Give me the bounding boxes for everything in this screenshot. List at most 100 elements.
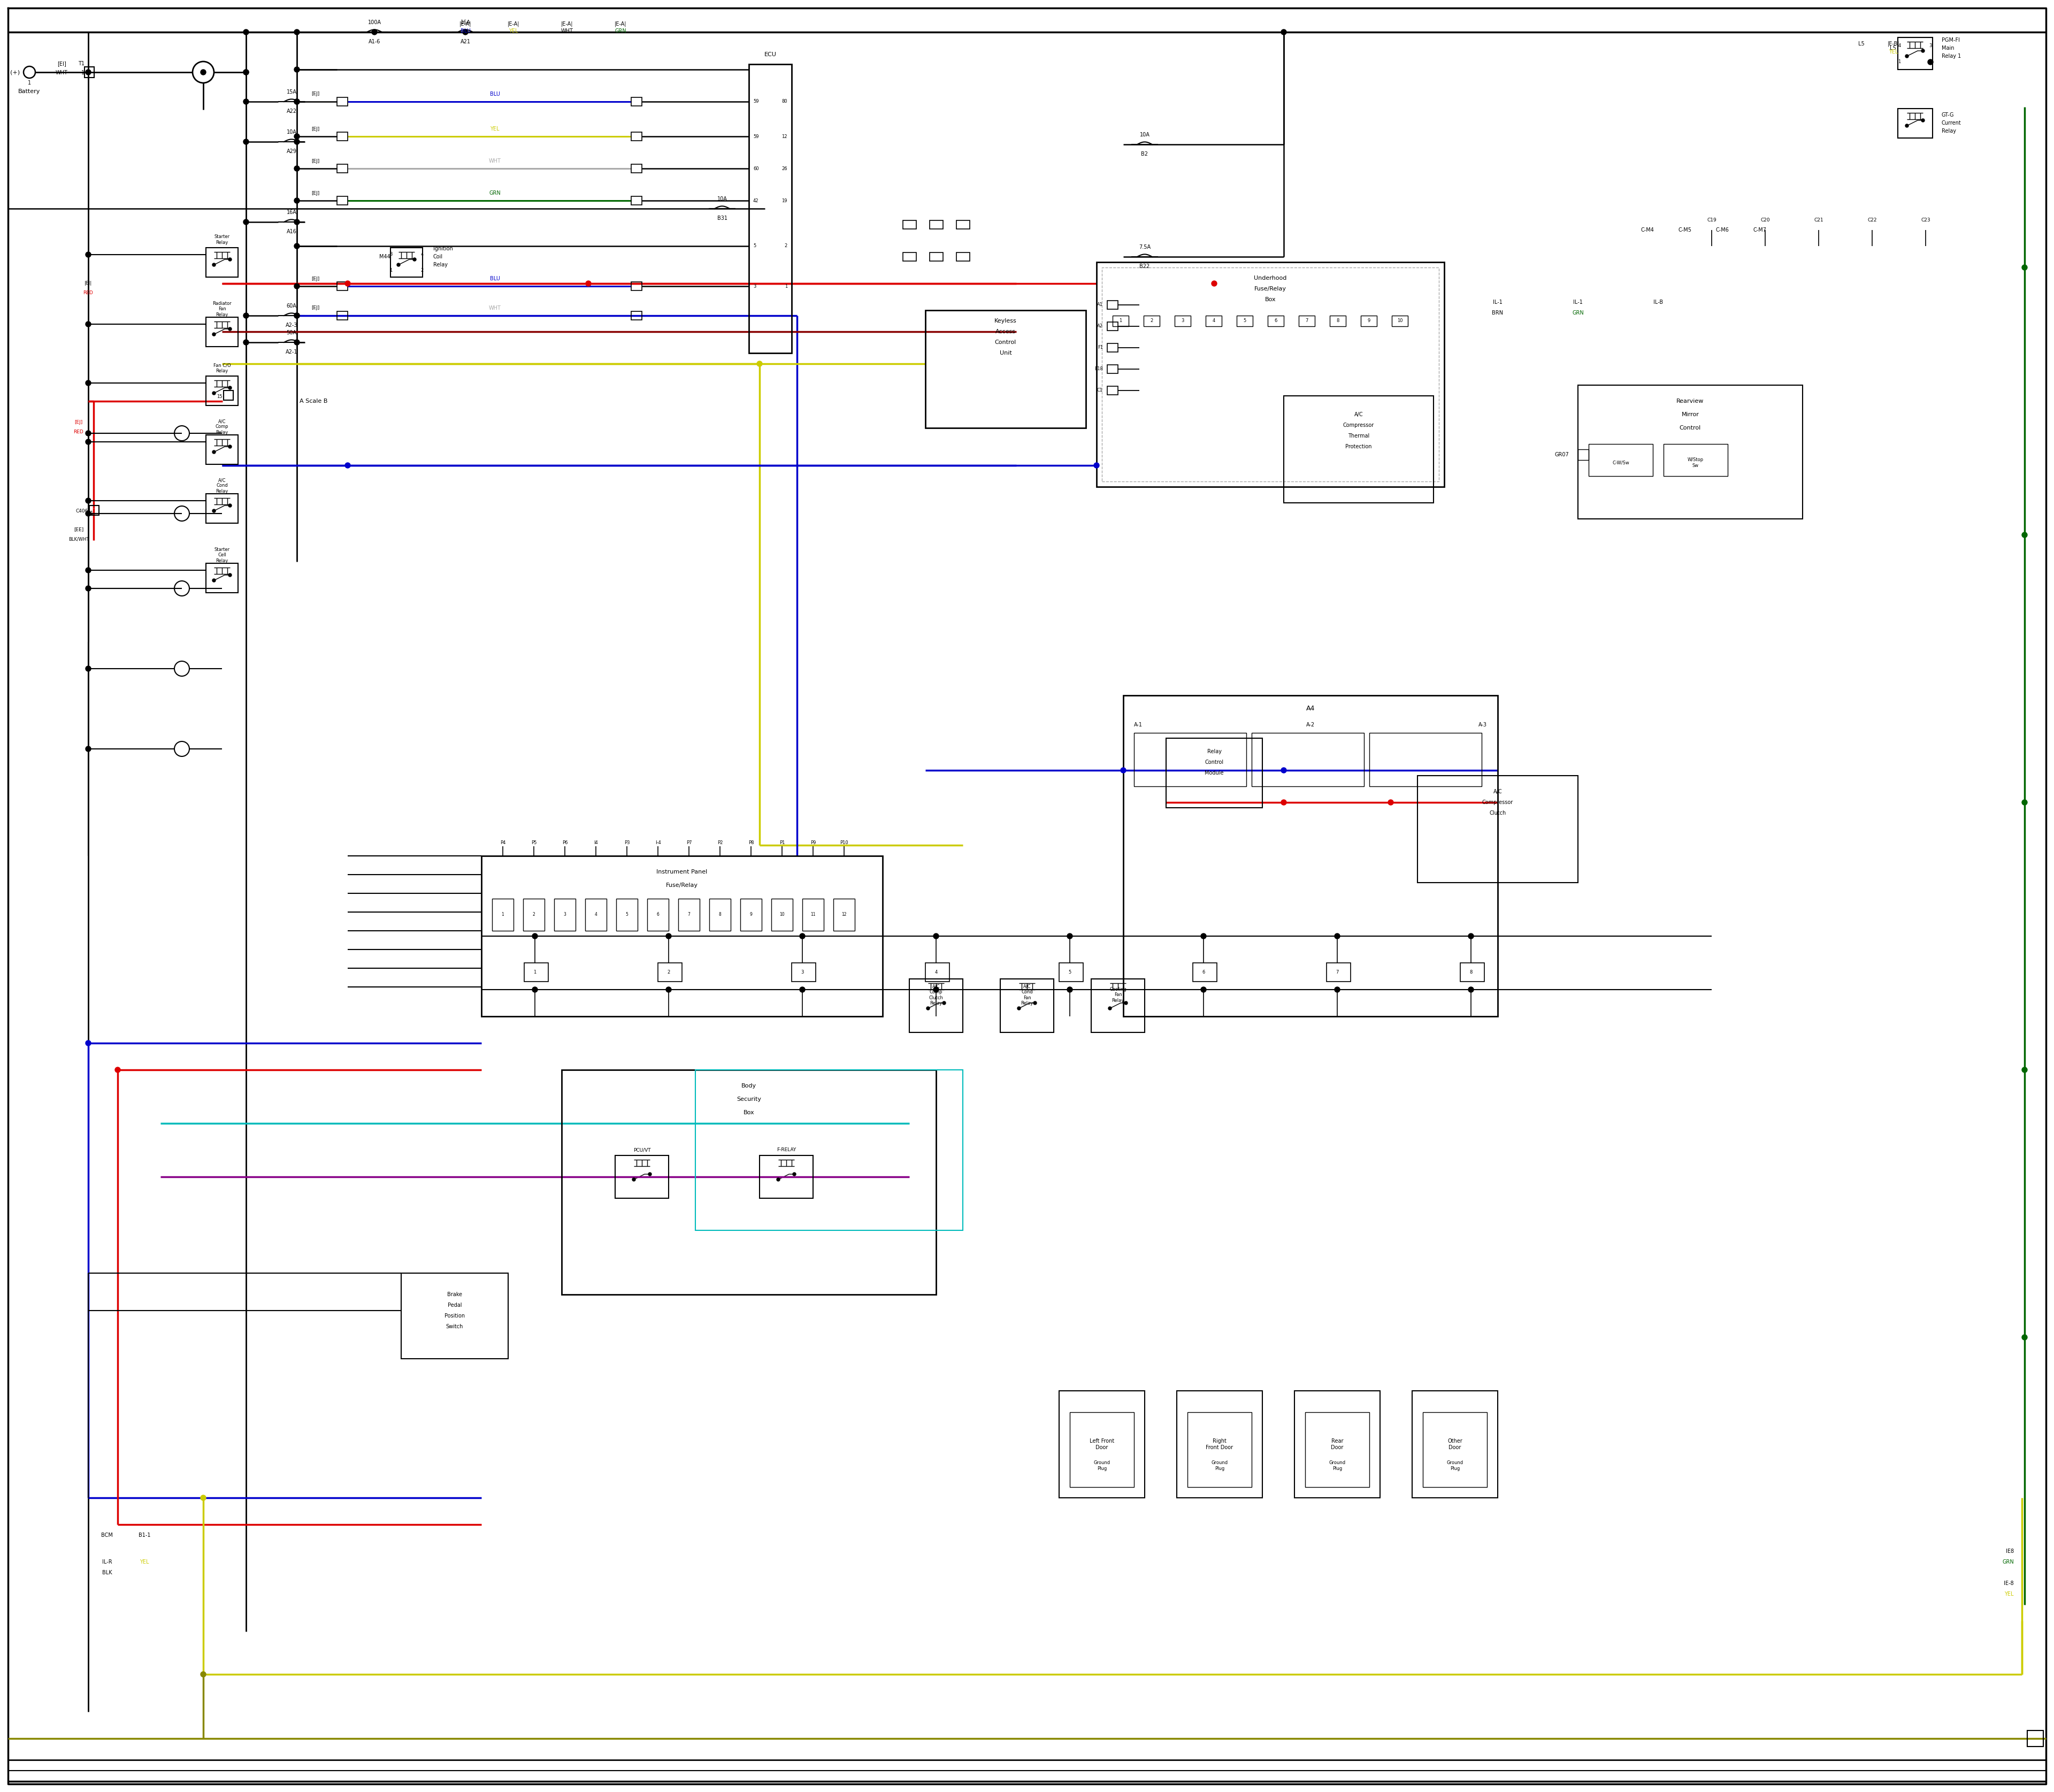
Text: 1: 1 xyxy=(82,70,84,75)
Bar xyxy=(1304,1412,1370,1487)
Text: 15: 15 xyxy=(218,394,222,400)
Bar xyxy=(678,898,700,930)
Text: WHT: WHT xyxy=(489,158,501,163)
Bar xyxy=(834,898,854,930)
Bar xyxy=(1898,109,1933,138)
Circle shape xyxy=(201,70,205,75)
Bar xyxy=(1107,344,1117,351)
Bar xyxy=(1097,262,1444,487)
Bar xyxy=(390,247,423,278)
Text: 2: 2 xyxy=(785,244,787,249)
Text: Mirror: Mirror xyxy=(1682,412,1699,418)
Text: RED: RED xyxy=(84,290,92,296)
Text: Access: Access xyxy=(996,330,1017,335)
Circle shape xyxy=(1906,124,1908,127)
Bar xyxy=(1101,267,1440,482)
Circle shape xyxy=(1017,1007,1021,1011)
Circle shape xyxy=(799,987,805,993)
Bar xyxy=(337,312,347,321)
Text: Fuse/Relay: Fuse/Relay xyxy=(1255,287,1286,292)
Text: 4: 4 xyxy=(1898,43,1900,48)
Circle shape xyxy=(1282,29,1286,34)
Text: [EJ]: [EJ] xyxy=(312,159,320,163)
Circle shape xyxy=(345,462,351,468)
Text: ECU: ECU xyxy=(764,52,776,57)
Bar xyxy=(1370,733,1481,787)
Text: C19: C19 xyxy=(1707,219,1717,222)
Text: C-M7: C-M7 xyxy=(1754,228,1766,233)
Text: [EJ]: [EJ] xyxy=(74,419,82,425)
Text: [EE]: [EE] xyxy=(74,527,84,532)
Circle shape xyxy=(228,504,232,507)
Text: |E-A|: |E-A| xyxy=(614,22,626,27)
Text: Instrument Panel: Instrument Panel xyxy=(657,869,707,874)
Circle shape xyxy=(799,934,805,939)
Text: A/C
Comp
Clutch
Relay: A/C Comp Clutch Relay xyxy=(928,984,943,1005)
Text: L5: L5 xyxy=(1859,41,1865,47)
Circle shape xyxy=(294,197,300,202)
Text: Rearview: Rearview xyxy=(1676,398,1705,403)
Text: A1-6: A1-6 xyxy=(368,39,380,45)
Circle shape xyxy=(1124,1002,1128,1005)
Bar xyxy=(1000,978,1054,1032)
Bar xyxy=(337,197,347,204)
Bar xyxy=(739,898,762,930)
Text: 10: 10 xyxy=(778,912,785,918)
Text: Brake: Brake xyxy=(448,1292,462,1297)
Text: Radiator
Fan
Relay: Radiator Fan Relay xyxy=(212,301,232,317)
Text: 10A: 10A xyxy=(1140,133,1150,138)
Text: Relay 1: Relay 1 xyxy=(1941,54,1962,59)
Text: F1: F1 xyxy=(1097,346,1103,349)
Text: Module: Module xyxy=(1206,771,1224,776)
Circle shape xyxy=(1068,934,1072,939)
Circle shape xyxy=(1068,987,1072,993)
Text: BLU: BLU xyxy=(460,29,470,34)
Circle shape xyxy=(86,70,90,75)
Text: 5: 5 xyxy=(1243,319,1247,323)
Text: IL-B: IL-B xyxy=(1653,299,1664,305)
Text: BLK/WHT: BLK/WHT xyxy=(68,538,88,541)
Bar xyxy=(1107,366,1117,373)
Text: 9: 9 xyxy=(1368,319,1370,323)
Circle shape xyxy=(86,1041,90,1047)
Bar xyxy=(1091,978,1144,1032)
Text: Position: Position xyxy=(444,1314,464,1319)
Text: 4: 4 xyxy=(935,969,937,975)
Bar xyxy=(1898,38,1933,70)
Text: A/C
Cond
Relay: A/C Cond Relay xyxy=(216,478,228,493)
Text: F-RELAY: F-RELAY xyxy=(776,1147,797,1152)
Text: A16: A16 xyxy=(286,229,296,235)
Bar xyxy=(926,962,949,982)
Text: [EJ]: [EJ] xyxy=(312,190,320,195)
Text: Right
Front Door: Right Front Door xyxy=(1206,1439,1232,1450)
Bar xyxy=(803,898,824,930)
Text: Left Front
Door: Left Front Door xyxy=(1089,1439,1113,1450)
Bar xyxy=(791,962,815,982)
Text: A1: A1 xyxy=(1097,303,1103,306)
Bar xyxy=(1193,962,1216,982)
Circle shape xyxy=(242,70,249,75)
Bar xyxy=(904,220,916,229)
Text: Box: Box xyxy=(1265,297,1276,303)
Circle shape xyxy=(926,1007,930,1011)
Text: Starter
Cell
Relay: Starter Cell Relay xyxy=(214,547,230,563)
Text: [EJ]: [EJ] xyxy=(312,276,320,281)
Text: 2: 2 xyxy=(421,269,423,272)
Text: 1: 1 xyxy=(785,283,787,289)
Circle shape xyxy=(242,219,249,224)
Text: 6: 6 xyxy=(1202,969,1206,975)
Text: 60A: 60A xyxy=(286,303,296,308)
Text: Fan C/O
Relay: Fan C/O Relay xyxy=(214,362,230,373)
Bar xyxy=(1588,444,1653,477)
Bar xyxy=(631,281,641,290)
Text: 80: 80 xyxy=(783,99,787,104)
Circle shape xyxy=(345,281,351,287)
Circle shape xyxy=(372,29,378,34)
Bar xyxy=(1124,695,1497,1016)
Bar xyxy=(930,220,943,229)
Bar xyxy=(1060,1391,1144,1498)
Bar xyxy=(957,253,969,262)
Circle shape xyxy=(242,314,249,319)
Circle shape xyxy=(532,934,538,939)
Text: A-2: A-2 xyxy=(1306,722,1315,728)
